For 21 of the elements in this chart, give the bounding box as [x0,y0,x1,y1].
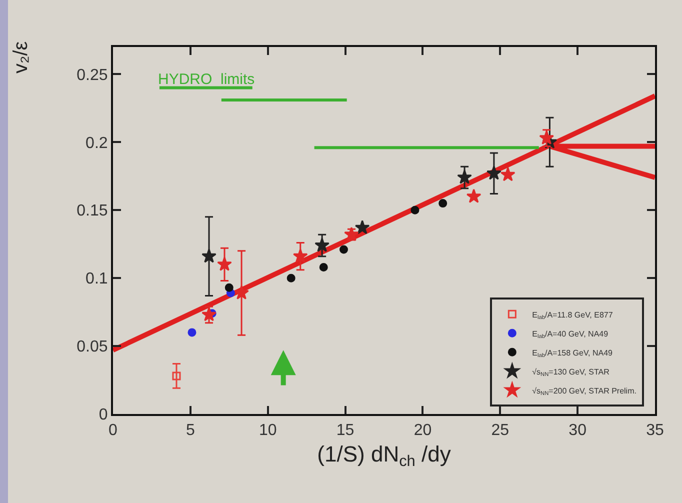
y-tick-label: 0 [98,406,108,424]
y-tick-label: 0.2 [86,134,108,152]
legend-label: E$_{lab}$/A=11.8 GeV, E877 [532,310,614,321]
x-tick-label: 5 [186,422,195,440]
x-tick-label: 25 [491,422,510,440]
x-tick-label: 30 [568,422,587,440]
legend-label: E$_{lab}$/A=40 GeV, NA49 [532,329,609,340]
legend-label: √s$_{NN}$=130 GeV, STAR [532,367,610,378]
annotation: HYDRO limits [158,71,255,88]
x-tick-label: 15 [336,422,354,440]
y-tick-label: 0.1 [86,270,108,288]
y-axis-title: v₂/ε [10,41,32,74]
x-tick-label: 20 [414,422,432,440]
x-tick-label: 10 [258,422,277,440]
x-axis-title: (1/S) dN$_{ch}$ /dy [317,442,451,470]
y-tick-label: 0.15 [76,202,108,220]
y-tick-label: 0.25 [76,66,108,84]
x-tick-label: 35 [646,422,664,440]
y-tick-label: 0.05 [76,338,108,356]
legend-label: E$_{lab}$/A=158 GeV, NA49 [532,348,614,359]
legend-label: √s$_{NN}$=200 GeV, STAR Prelim. [532,386,636,397]
